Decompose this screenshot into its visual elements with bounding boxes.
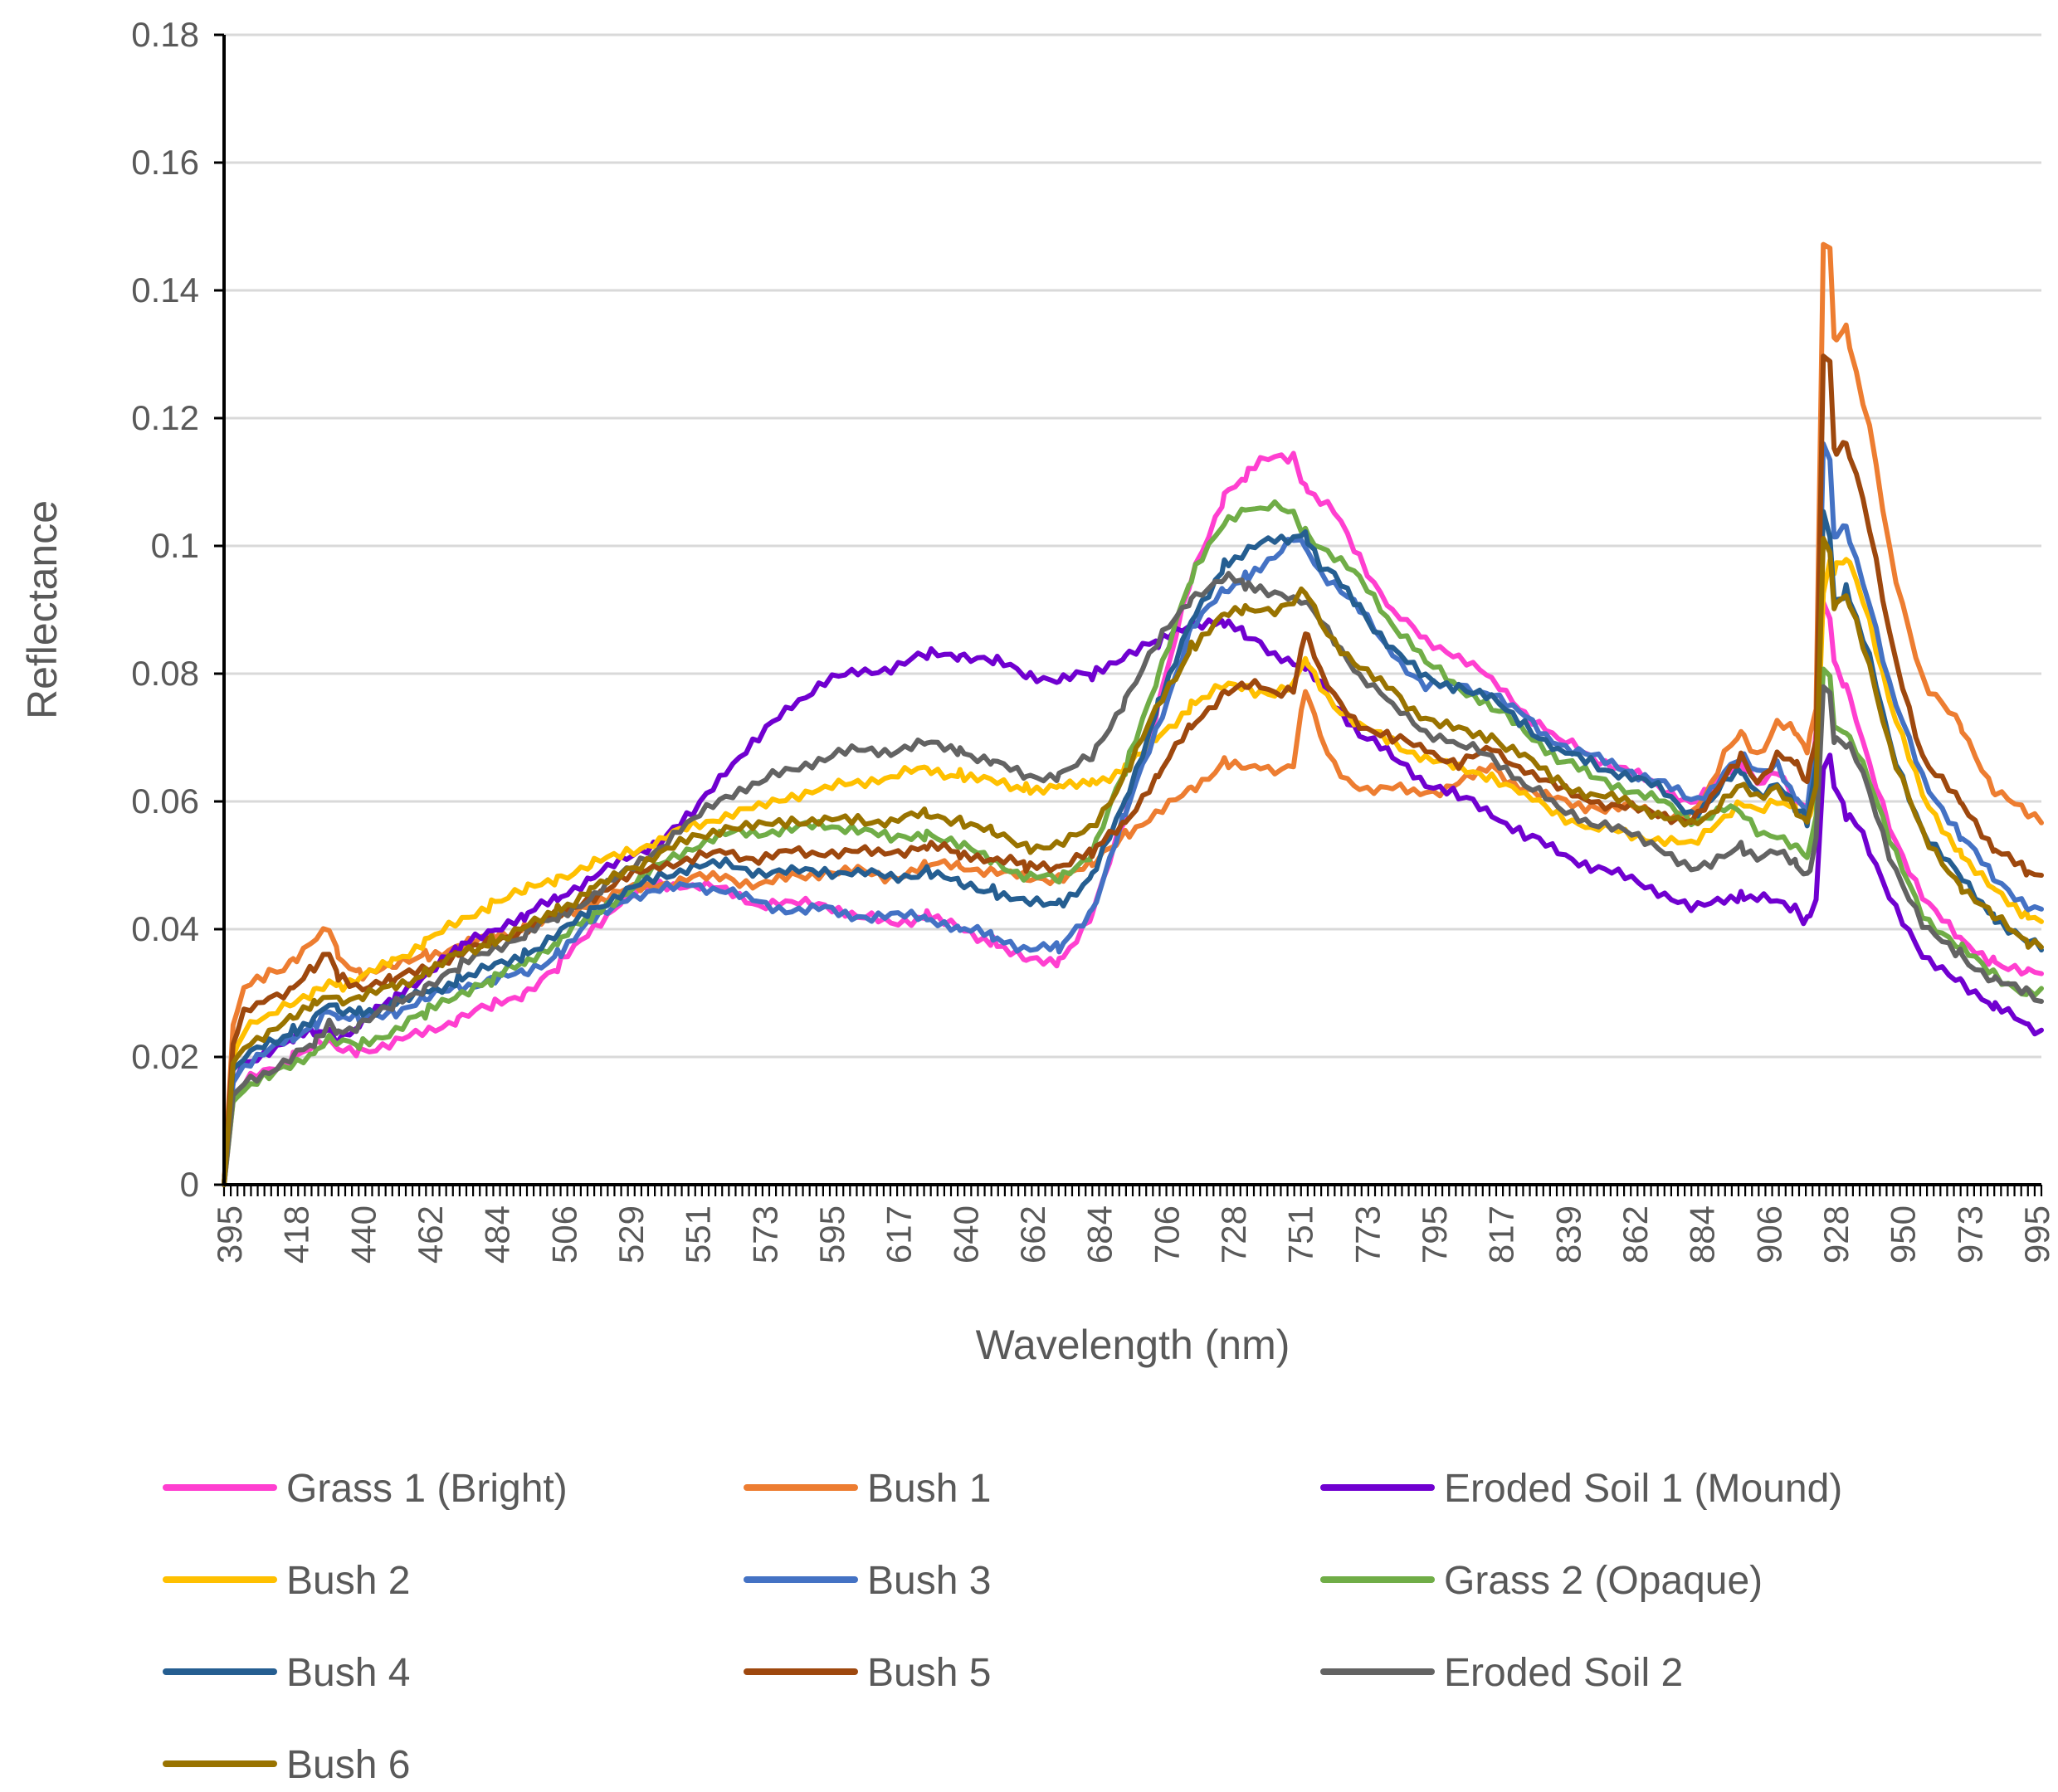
y-tick-label: 0.12	[131, 398, 199, 437]
y-tick-label: 0.04	[131, 909, 199, 948]
x-tick-label: 795	[1415, 1205, 1454, 1264]
series-line	[222, 571, 2044, 1187]
x-tick-label: 595	[812, 1205, 851, 1264]
x-tick-label: 839	[1548, 1205, 1587, 1264]
gridlines	[224, 33, 2041, 1059]
x-tick-label: 640	[946, 1205, 985, 1264]
x-tick-label: 928	[1817, 1205, 1856, 1264]
y-tick-label: 0.06	[131, 782, 199, 821]
x-tick-label: 617	[880, 1205, 919, 1264]
y-tick-label: 0.08	[131, 654, 199, 693]
legend-label: Eroded Soil 2	[1444, 1651, 1683, 1695]
x-tick-label: 862	[1616, 1205, 1655, 1264]
x-tick-label: 973	[1950, 1205, 1989, 1264]
legend-label: Bush 5	[867, 1651, 991, 1695]
legend-label: Grass 2 (Opaque)	[1444, 1559, 1763, 1603]
legend-label: Bush 4	[286, 1651, 410, 1695]
x-tick-label: 462	[411, 1205, 450, 1264]
x-tick-label: 751	[1281, 1205, 1320, 1264]
x-tick-label: 950	[1884, 1205, 1923, 1264]
x-tick-label: 440	[344, 1205, 383, 1264]
y-tick-label: 0.02	[131, 1037, 199, 1076]
y-tick-label: 0.18	[131, 15, 199, 54]
x-tick-label: 684	[1080, 1205, 1119, 1264]
x-tick-label: 995	[2017, 1205, 2056, 1264]
x-tick-labels: 395 418 440 462 484 506 529 551 573 595 617 640 662 6…	[210, 1205, 2056, 1264]
x-tick-label: 551	[679, 1205, 718, 1264]
legend: Grass 1 (Bright) Bush 1 Eroded Soil 1 (Mou…	[163, 1467, 1842, 1787]
series-line	[222, 509, 2044, 1187]
y-tick-label: 0.14	[131, 270, 199, 309]
y-tick-label: 0.16	[131, 143, 199, 182]
legend-label: Bush 6	[286, 1743, 410, 1787]
x-axis-title: Wavelength (nm)	[976, 1322, 1290, 1368]
x-tick-label: 906	[1749, 1205, 1788, 1264]
series-line	[222, 557, 2044, 1187]
y-tick-label: 0.1	[151, 526, 199, 565]
x-tick-label: 418	[277, 1205, 316, 1264]
x-tick-label: 573	[745, 1205, 784, 1264]
legend-label: Bush 1	[867, 1467, 991, 1511]
x-tick-label: 484	[478, 1205, 517, 1264]
x-tick-label: 506	[544, 1205, 583, 1264]
x-tick-label: 773	[1348, 1205, 1387, 1264]
series-line	[222, 536, 2044, 1187]
x-tick-label: 662	[1013, 1205, 1052, 1264]
x-tick-label: 817	[1482, 1205, 1521, 1264]
legend-label: Grass 1 (Bright)	[286, 1467, 568, 1511]
series-lines	[222, 241, 2044, 1187]
legend-label: Bush 2	[286, 1559, 410, 1603]
y-tick-label: 0	[180, 1165, 199, 1204]
x-minor-ticks	[222, 1185, 2043, 1196]
x-tick-label: 728	[1214, 1205, 1253, 1264]
legend-label: Bush 3	[867, 1559, 991, 1603]
x-tick-label: 706	[1147, 1205, 1186, 1264]
series-line	[222, 617, 2044, 1187]
x-tick-label: 884	[1683, 1205, 1722, 1264]
x-tick-label: 395	[210, 1205, 249, 1264]
y-tick-labels: 0 0.02 0.04 0.06 0.08 0.1 0.12 0.14 0.16 0.18	[131, 15, 224, 1204]
y-axis-title: Reflectance	[19, 500, 66, 719]
legend-label: Eroded Soil 1 (Mound)	[1444, 1467, 1842, 1511]
x-tick-label: 529	[612, 1205, 651, 1264]
